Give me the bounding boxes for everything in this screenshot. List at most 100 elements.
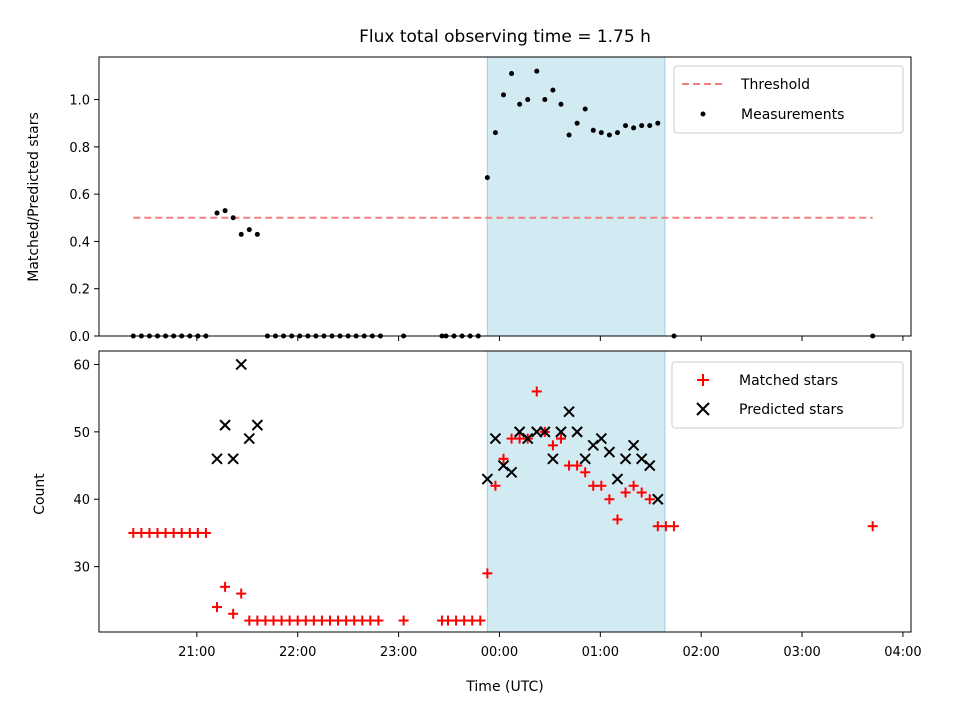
predicted-star-point <box>211 453 223 465</box>
predicted-star-point <box>603 446 616 458</box>
matched-star-point <box>200 527 211 538</box>
measurement-point <box>623 123 629 129</box>
measurement-point <box>542 97 548 103</box>
count-y-tick-label: 40 <box>73 493 90 508</box>
predicted-star-point <box>619 453 632 465</box>
matched-star-point <box>644 494 655 505</box>
predicted-star-point <box>227 453 239 465</box>
measurement-point <box>222 208 228 214</box>
predicted-star-point <box>595 432 608 445</box>
ratio-highlight-span <box>486 56 666 337</box>
legend-ratio-box <box>673 65 904 134</box>
ratio-panel: 0.0 0.2 0.4 0.6 0.8 1.0 <box>69 56 912 345</box>
legend-measurements-label: Measurements <box>741 107 844 123</box>
measurement-point <box>590 127 596 133</box>
count-axes-frame <box>98 350 912 633</box>
predicted-star-point <box>219 419 231 431</box>
measurement-point <box>631 125 637 131</box>
predicted-star-point <box>489 432 502 445</box>
predicted-star-point <box>243 432 256 445</box>
x-tick-label: 21:00 <box>178 645 215 660</box>
x-tick-label: 02:00 <box>682 645 719 660</box>
x-tick-label: 23:00 <box>380 645 417 660</box>
ratio-y-tick-label: 0.0 <box>69 330 90 345</box>
measurement-point <box>598 130 604 136</box>
x-axis-label: Time (UTC) <box>465 679 543 695</box>
chart-title: Flux total observing time = 1.75 h <box>359 27 651 47</box>
matched-star-point <box>867 521 878 532</box>
measurement-point <box>492 130 498 136</box>
measurement-point <box>517 101 523 107</box>
count-highlight-span <box>486 350 666 633</box>
matched-star-point <box>604 494 615 505</box>
matched-star-point <box>547 440 558 451</box>
matched-star-point <box>498 453 509 464</box>
matched-star-point <box>398 615 409 626</box>
matched-star-point <box>555 433 566 444</box>
measurement-point <box>558 101 564 107</box>
matched-star-point <box>668 521 679 532</box>
count-panel: 30 40 50 60 21:00 22:00 23:00 00:00 01:00 02:00 03… <box>73 350 922 660</box>
legend-count-box <box>671 361 904 429</box>
predicted-star-point <box>481 473 494 485</box>
measurement-point <box>550 87 556 93</box>
predicted-star-point <box>251 419 264 431</box>
measurement-point <box>582 106 588 112</box>
legend-ratio: Threshold Measurements <box>673 65 904 134</box>
predicted-star-point <box>505 466 518 479</box>
measurement-point <box>484 175 490 181</box>
count-y-tick-label: 50 <box>73 426 90 441</box>
measurement-point <box>500 92 506 98</box>
measurement-point <box>525 97 531 103</box>
measurement-point <box>214 210 220 216</box>
predicted-star-point <box>652 493 664 505</box>
measurement-point <box>614 130 620 136</box>
measurement-point <box>246 227 252 233</box>
legend-predicted-swatch <box>696 402 710 416</box>
count-y-tick-label: 60 <box>73 358 90 373</box>
measurement-point <box>254 231 260 237</box>
measurement-point <box>606 132 612 138</box>
matched-star-point <box>236 588 247 599</box>
matched-star-point <box>531 386 542 397</box>
matched-star-point <box>620 487 631 498</box>
predicted-star-point <box>563 405 575 418</box>
ratio-axes-frame <box>98 56 912 337</box>
ratio-y-tick-label: 0.4 <box>69 235 90 250</box>
predicted-star-point <box>611 473 624 485</box>
matched-star-point <box>596 480 607 491</box>
measurement-point <box>655 120 661 126</box>
legend-matched-swatch <box>697 374 709 386</box>
y-axis-label-ratio: Matched/Predicted stars <box>26 112 42 282</box>
measurement-point <box>534 68 540 74</box>
matched-star-point <box>580 467 591 478</box>
count-y-tick-label: 30 <box>73 561 90 576</box>
measurement-point <box>574 120 580 126</box>
legend-count: Matched stars Predicted stars <box>671 361 904 429</box>
matched-star-point <box>373 615 384 626</box>
y-axis-label-count: Count <box>32 473 48 515</box>
legend-predicted-label: Predicted stars <box>739 402 844 418</box>
legend-measurements-swatch <box>700 111 706 117</box>
matched-star-point <box>482 568 493 579</box>
predicted-star-point <box>521 432 534 445</box>
x-tick-label: 22:00 <box>279 645 316 660</box>
predicted-star-point <box>555 426 567 438</box>
matched-star-point <box>475 615 486 626</box>
measurement-point <box>238 231 244 237</box>
matched-star-point <box>572 460 583 471</box>
x-tick-label: 03:00 <box>783 645 820 660</box>
matched-star-point <box>228 608 239 619</box>
x-tick-label: 00:00 <box>481 645 518 660</box>
measurement-point <box>639 123 645 129</box>
measurement-point <box>566 132 572 138</box>
predicted-star-point <box>547 453 559 465</box>
matched-star-point <box>212 602 223 613</box>
predicted-star-point <box>571 426 583 438</box>
x-tick-label: 01:00 <box>582 645 619 660</box>
predicted-star-point <box>627 439 640 452</box>
predicted-star-point <box>539 426 551 438</box>
predicted-star-point <box>644 459 656 472</box>
ratio-y-tick-label: 0.2 <box>69 283 90 298</box>
